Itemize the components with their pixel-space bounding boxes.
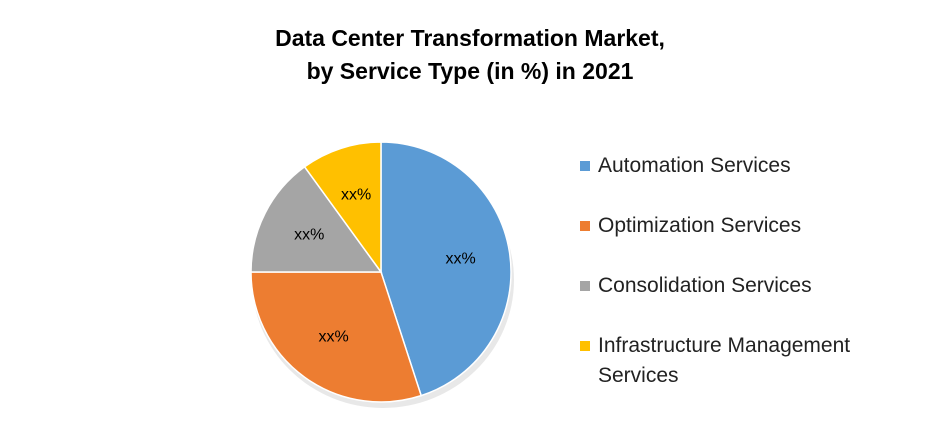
pie-slice (250, 271, 423, 403)
legend-item: Infrastructure Management Services (580, 332, 910, 392)
legend-label: Consolidation Services (598, 274, 812, 297)
legend-label: Automation Services (598, 154, 791, 177)
pie-slice (250, 165, 383, 273)
pie: xx% xx% xx% xx% (250, 141, 512, 403)
data-label: xx% (319, 328, 349, 345)
legend-swatch (580, 221, 590, 231)
pie-slice (303, 141, 382, 275)
legend-label: Infrastructure Management Services (598, 334, 851, 387)
data-label: xx% (294, 227, 324, 244)
legend-swatch (580, 341, 590, 351)
legend-swatch (580, 281, 590, 291)
legend: Automation Services Optimization Services… (580, 152, 910, 392)
legend-item: Automation Services (580, 152, 910, 212)
legend-label: Optimization Services (598, 214, 802, 237)
chart-title: Data Center Transformation Market, (275, 25, 665, 51)
legend-item: Optimization Services (580, 212, 910, 272)
chart-title: by Service Type (in %) in 2021 (307, 58, 634, 84)
pie-slice (380, 141, 512, 397)
legend-item: Consolidation Services (580, 272, 910, 332)
legend-swatch (580, 161, 590, 171)
data-label: xx% (341, 187, 371, 204)
data-label: xx% (445, 251, 475, 268)
